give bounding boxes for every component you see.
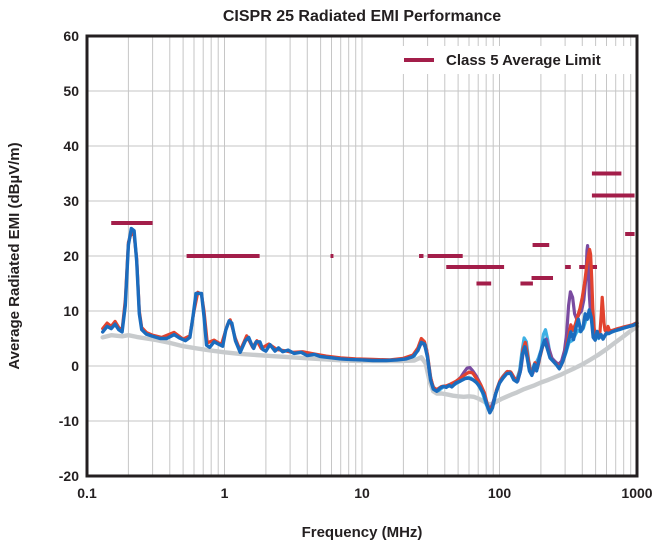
series-layer [100,226,640,415]
y-tick-label: 20 [63,248,79,264]
series-trace-blue-main [100,226,639,415]
series-trace-gray-noise-floor [100,324,640,407]
y-tick-label: -20 [59,468,79,484]
plot-frame [85,34,639,478]
y-tick-label: 40 [63,138,79,154]
grid-layer [87,36,637,476]
y-tick-label: 10 [63,303,79,319]
chart-title: CISPR 25 Radiated EMI Performance [223,8,501,25]
y-tick-labels: 60 50 40 30 20 10 0 -10 -20 [59,28,79,484]
x-axis-title: Frequency (MHz) [302,524,423,541]
legend-label: Class 5 Average Limit [446,52,601,69]
x-tick-label: 100 [488,485,512,501]
x-tick-labels: 0.1 1 10 100 1000 [77,485,653,501]
y-tick-label: -10 [59,413,79,429]
y-tick-label: 0 [71,358,79,374]
y-tick-label: 50 [63,83,79,99]
x-tick-label: 1000 [621,485,652,501]
class5-limit-layer [111,171,635,286]
legend-background [394,46,635,74]
x-tick-label: 10 [354,485,370,501]
y-tick-label: 60 [63,28,79,44]
x-tick-label: 0.1 [77,485,97,501]
y-tick-label: 30 [63,193,79,209]
y-axis-title: Average Radiated EMI (dBµV/m) [6,142,23,369]
legend: Class 5 Average Limit [394,46,635,74]
x-tick-label: 1 [221,485,229,501]
